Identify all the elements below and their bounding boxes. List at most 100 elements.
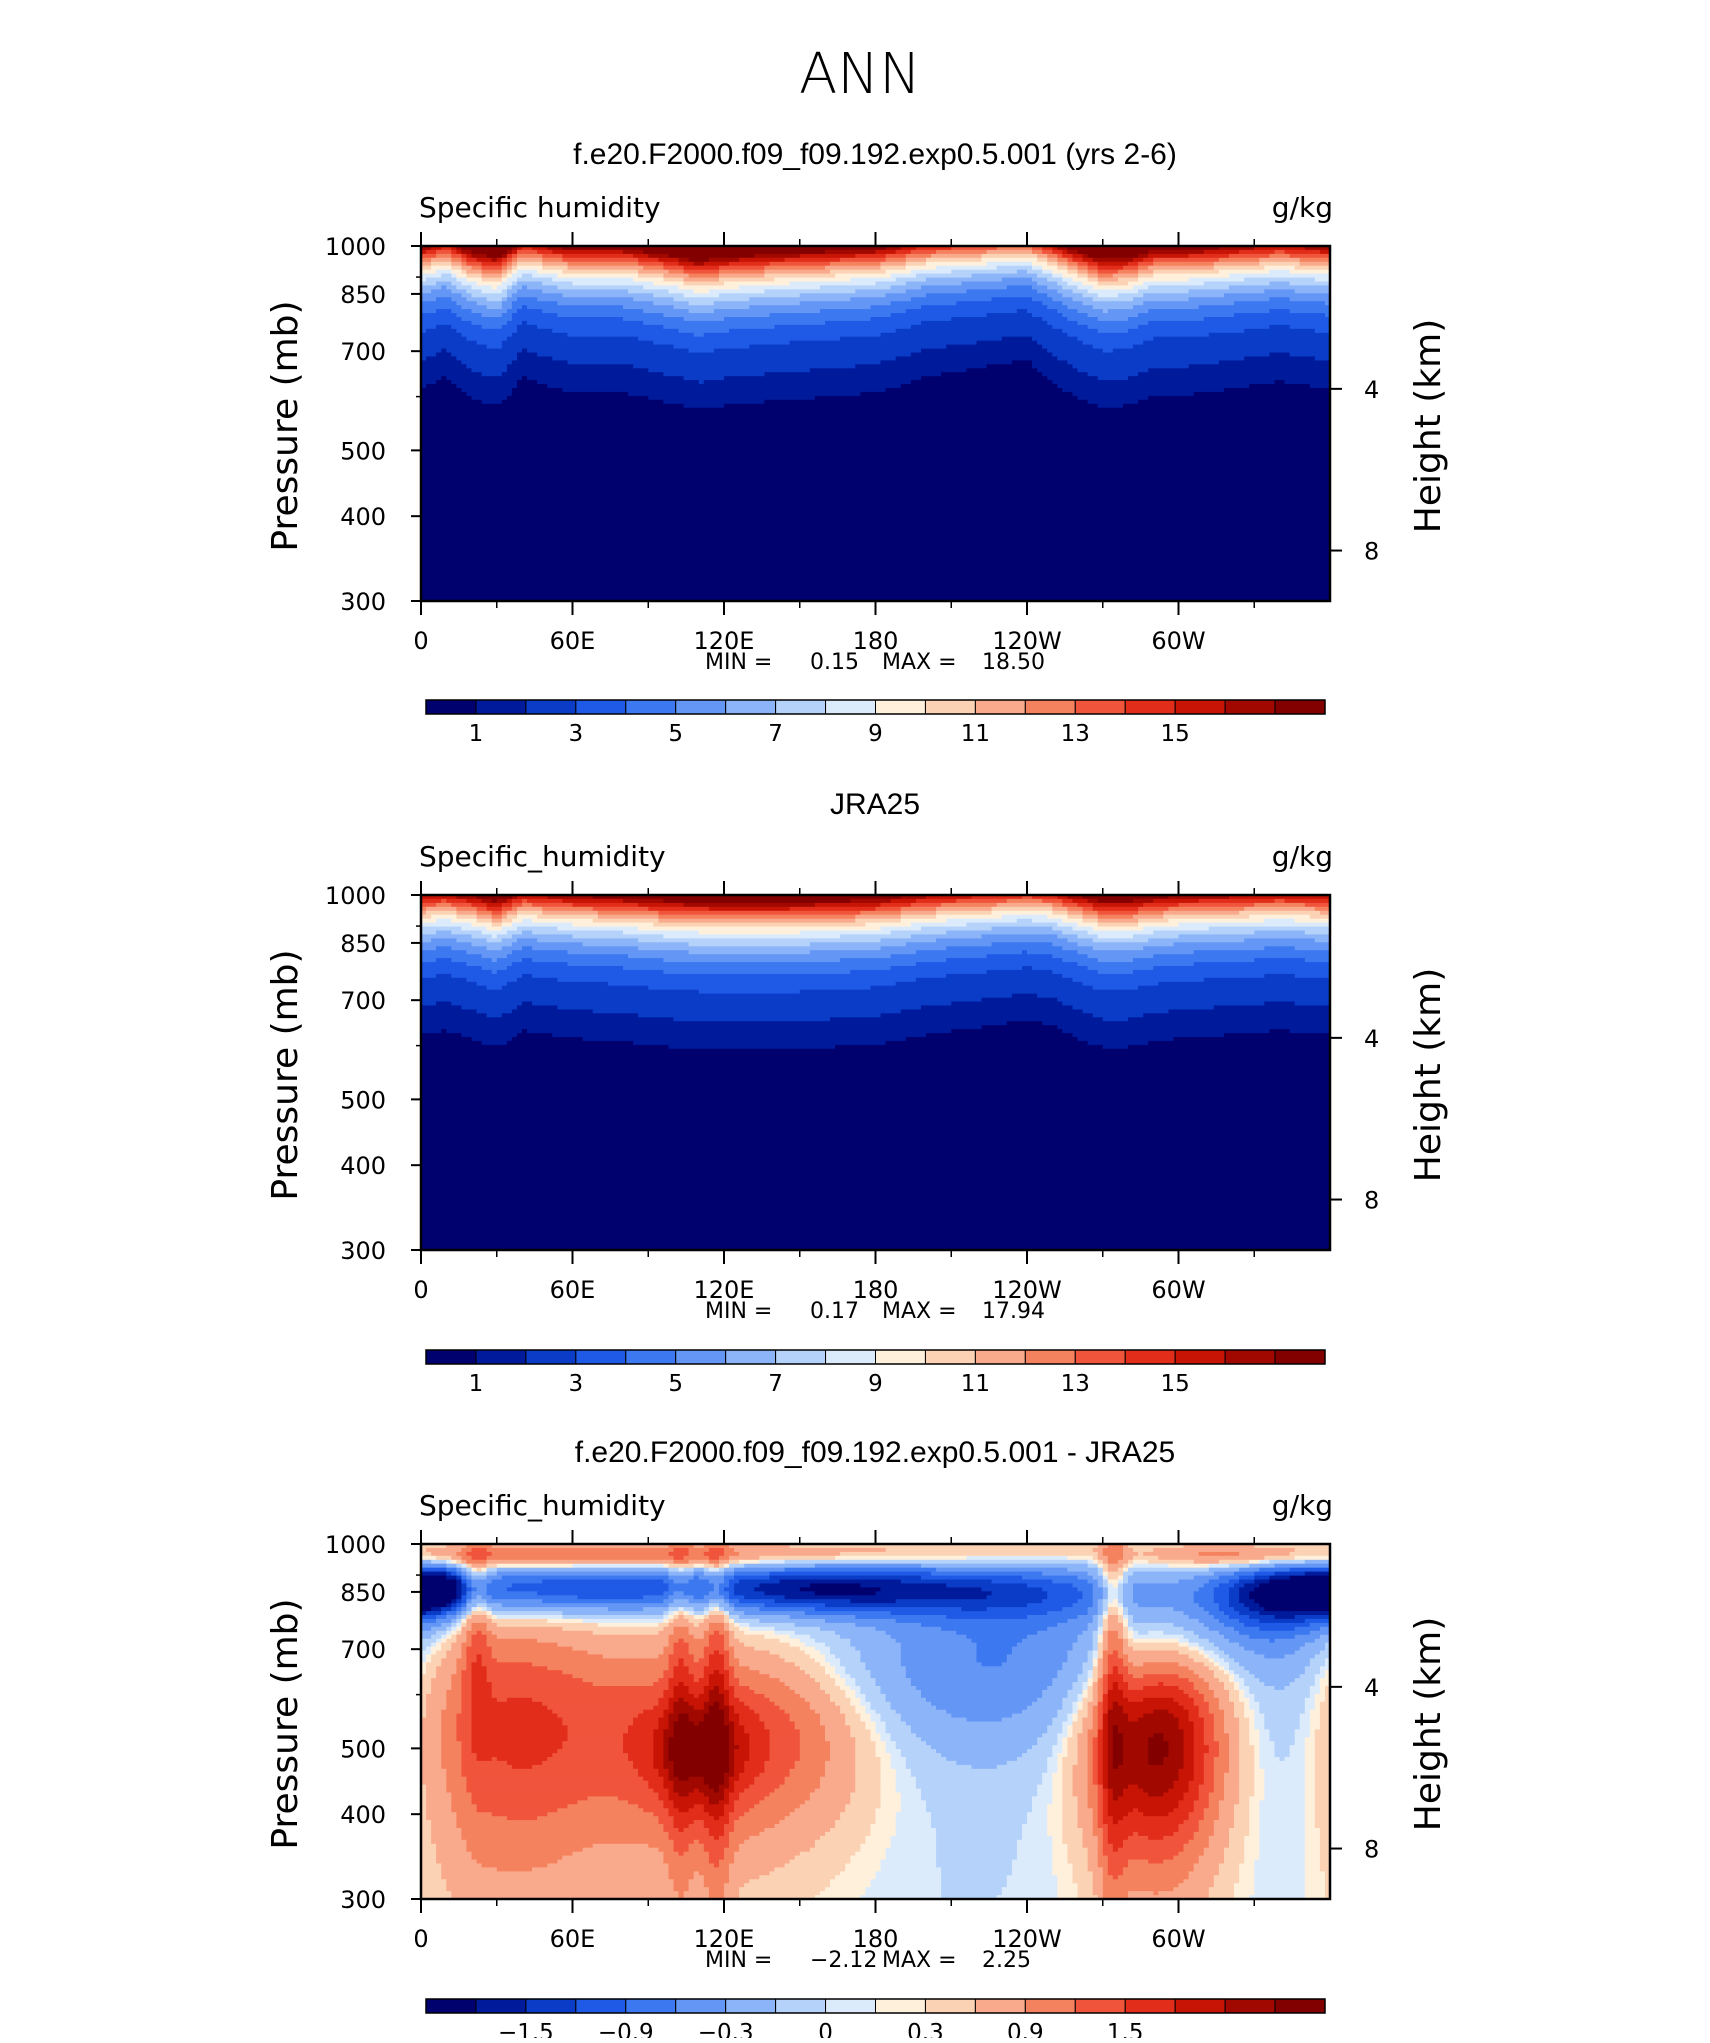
contour-cell [729, 1843, 740, 1849]
contour-cell [789, 1772, 826, 1778]
contour-cell [623, 898, 664, 904]
contour-cell [1097, 1835, 1104, 1841]
contour-cell [855, 914, 902, 920]
contour-cell [1097, 1895, 1104, 1900]
contour-cell [1304, 1847, 1321, 1853]
contour-cell [446, 1638, 457, 1644]
contour-cell [673, 1701, 690, 1707]
contour-cell [421, 1551, 432, 1557]
contour-cell [532, 1867, 670, 1872]
contour-cell [421, 490, 1331, 496]
contour-cell [880, 1768, 897, 1774]
contour-cell [835, 1682, 846, 1687]
contour-cell [1289, 1551, 1331, 1557]
contour-cell [1325, 1871, 1331, 1876]
contour-cell [1325, 1662, 1331, 1667]
contour-cell [663, 1828, 680, 1833]
contour-cell [522, 305, 528, 310]
contour-cell [1022, 895, 1033, 900]
contour-cell [1284, 1654, 1316, 1659]
contour-cell [749, 344, 947, 350]
contour-cell [1314, 1638, 1331, 1644]
contour-cell [461, 1749, 473, 1754]
contour-cell [1304, 1859, 1321, 1865]
contour-cell [1203, 1851, 1225, 1857]
contour-cell [724, 1887, 740, 1892]
contour-cell [860, 1689, 882, 1695]
contour-cell [501, 305, 513, 310]
contour-cell [1047, 914, 1068, 920]
contour-cell [506, 368, 649, 373]
contour-cell [1097, 1804, 1104, 1809]
contour-cell [421, 1879, 447, 1884]
contour-cell [461, 1741, 473, 1746]
contour-cell [1128, 1717, 1139, 1723]
contour-cell [1178, 1579, 1210, 1584]
contour-cell [532, 1001, 952, 1006]
contour-cell [1123, 1571, 1134, 1577]
contour-cell [1173, 1622, 1205, 1628]
contour-cell [1092, 1662, 1099, 1667]
contour-cell [1052, 1749, 1063, 1754]
contour-cell [1123, 1709, 1154, 1715]
y-tick-label: 300 [340, 1886, 386, 1914]
contour-cell [703, 1618, 725, 1624]
contour-cell [421, 1847, 437, 1853]
contour-cell [1229, 1599, 1240, 1604]
contour-cell [719, 293, 801, 298]
contour-cell [724, 1595, 730, 1600]
contour-cell [890, 930, 947, 935]
contour-cell [825, 1760, 856, 1766]
contour-cell [441, 1642, 452, 1648]
contour-cell [855, 1682, 877, 1687]
contour-cell [1027, 1820, 1048, 1825]
contour-cell [1254, 1867, 1306, 1872]
contour-cell [461, 1682, 473, 1687]
contour-cell [855, 1851, 887, 1857]
contour-cell [486, 985, 503, 991]
contour-cell [1193, 1745, 1210, 1750]
contour-cell [1052, 246, 1058, 251]
contour-cell [708, 1642, 725, 1648]
contour-cell [1087, 1764, 1094, 1770]
contour-cell [931, 1824, 1023, 1829]
contour-cell [1319, 910, 1331, 916]
contour-cell [436, 297, 452, 302]
contour-cell [729, 1863, 786, 1868]
contour-cell [1027, 950, 1079, 955]
contour-cell [1027, 1615, 1079, 1620]
contour-cell [885, 1741, 897, 1746]
contour-cell [734, 1547, 887, 1553]
contour-cell [421, 1749, 442, 1754]
contour-cell [724, 1551, 740, 1557]
contour-cell [431, 1682, 452, 1687]
contour-cell [1092, 1760, 1099, 1766]
contour-cell [421, 470, 1331, 476]
contour-cell [1102, 1563, 1109, 1569]
contour-cell [557, 926, 639, 932]
contour-cell [668, 1622, 695, 1628]
contour-cell [840, 1816, 877, 1821]
contour-cell [769, 261, 831, 267]
contour-cell [562, 1626, 664, 1632]
contour-cell [915, 273, 973, 279]
contour-cell [1325, 1895, 1331, 1900]
contour-cell [461, 1701, 473, 1707]
contour-cell [1067, 317, 1099, 322]
contour-cell [1052, 1753, 1058, 1758]
contour-cell [1254, 1749, 1260, 1754]
contour-cell [1123, 1630, 1129, 1636]
contour-cell [1153, 898, 1200, 904]
contour-cell [1314, 1701, 1321, 1707]
contour-cell [1042, 1021, 1331, 1026]
contour-cell [855, 1678, 877, 1683]
contour-cell [426, 1816, 457, 1821]
contour-cell [693, 1654, 705, 1659]
contour-cell [1304, 1776, 1316, 1782]
contour-cell [436, 946, 452, 951]
contour-cell [1304, 1559, 1331, 1565]
contour-cell [724, 1697, 730, 1703]
contour-cell [678, 1828, 685, 1833]
contour-cell [719, 1686, 725, 1691]
contour-cell [1229, 1764, 1240, 1770]
